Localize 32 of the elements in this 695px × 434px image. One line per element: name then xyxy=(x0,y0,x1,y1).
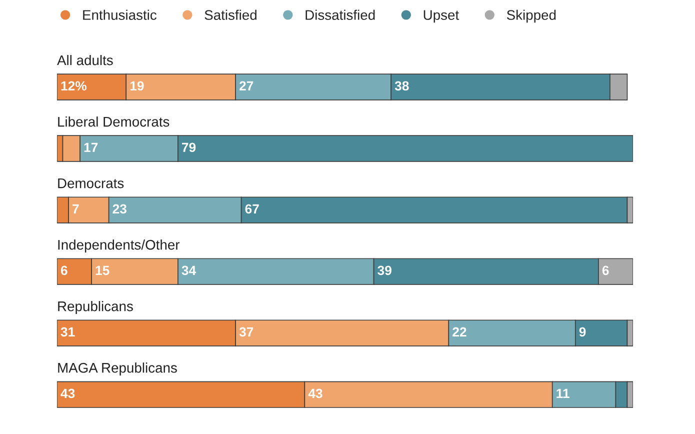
data-label: 6 xyxy=(60,266,68,276)
data-label: 15 xyxy=(96,266,110,276)
data-label: 39 xyxy=(378,266,392,276)
data-label: 23 xyxy=(112,204,126,214)
y-tick-label: Liberal Democrats xyxy=(58,116,170,127)
data-label: 37 xyxy=(239,327,254,337)
data-label: 43 xyxy=(60,388,75,398)
data-label: 38 xyxy=(394,81,409,91)
y-tick-label: Independents/Other xyxy=(58,240,180,252)
data-label: 12% xyxy=(61,81,87,91)
data-label: 43 xyxy=(308,388,322,398)
data-label: 17 xyxy=(84,142,98,152)
y-tick-label: Democrats xyxy=(58,178,124,188)
legend-label: Skipped xyxy=(506,10,556,23)
data-label: 22 xyxy=(452,327,466,336)
data-label: 6 xyxy=(602,266,609,276)
legend-label: Enthusiastic xyxy=(83,10,156,20)
legend-label: Upset xyxy=(424,10,459,23)
data-label: 67 xyxy=(245,204,259,214)
data-label: 79 xyxy=(182,142,196,152)
data-label: 11 xyxy=(556,388,570,398)
data-label: 9 xyxy=(579,327,586,337)
legend-label: Satisfied xyxy=(204,10,256,20)
data-label: 19 xyxy=(130,81,144,91)
data-label: 34 xyxy=(182,266,196,276)
y-tick-label: MAGA Republicans xyxy=(58,362,177,376)
data-label: 31 xyxy=(60,327,75,337)
y-tick-label: All adults xyxy=(57,54,113,66)
legend-label: Dissatisfied xyxy=(306,10,375,20)
data-label: 27 xyxy=(239,81,254,90)
y-tick-label: Republicans xyxy=(58,301,133,314)
data-label: 7 xyxy=(72,204,79,214)
